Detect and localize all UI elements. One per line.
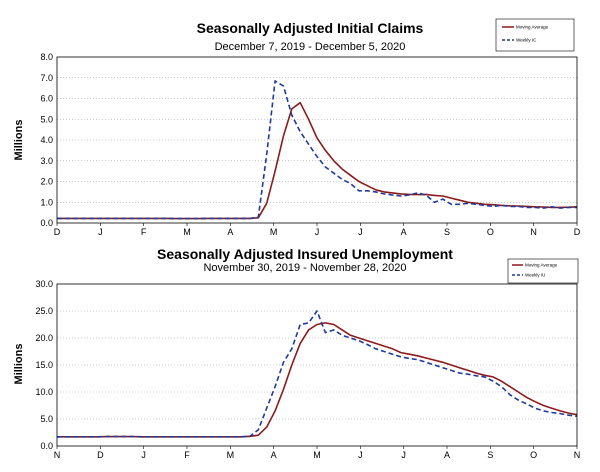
x-tick-label: D bbox=[97, 450, 104, 460]
y-tick-label: 10.0 bbox=[35, 387, 53, 397]
x-tick-label: N bbox=[574, 450, 581, 460]
y-tick-label: 6.0 bbox=[40, 94, 53, 104]
legend-label-moving-average: Moving Average bbox=[525, 263, 558, 268]
x-tick-label: M bbox=[313, 450, 321, 460]
y-tick-label: 8.0 bbox=[40, 52, 53, 62]
y-tick-label: 15.0 bbox=[35, 360, 53, 370]
series-line-moving-average bbox=[57, 101, 578, 220]
y-tick-label: 7.0 bbox=[40, 73, 53, 83]
x-tick-label: D bbox=[574, 227, 581, 237]
x-tick-label: J bbox=[358, 227, 363, 237]
x-tick-label: N bbox=[54, 450, 61, 460]
x-tick-label: J bbox=[401, 450, 406, 460]
plot-frame bbox=[56, 56, 578, 224]
legend: Moving Average Weekly IC bbox=[495, 18, 575, 52]
x-tick-label: J bbox=[358, 450, 363, 460]
x-tick-label: A bbox=[271, 450, 277, 460]
chart-subtitle: December 7, 2019 - December 5, 2020 bbox=[215, 41, 406, 53]
x-tick-label: S bbox=[487, 450, 493, 460]
x-tick-label: N bbox=[530, 227, 537, 237]
series-line-moving-average bbox=[57, 322, 578, 438]
chart-title: Seasonally Adjusted Initial Claims bbox=[197, 20, 424, 36]
x-tick-label: O bbox=[487, 227, 494, 237]
legend: Moving Average Weekly IU bbox=[507, 258, 579, 284]
x-tick-label: A bbox=[444, 450, 450, 460]
x-tick-label: J bbox=[141, 450, 146, 460]
x-tick-label: M bbox=[183, 227, 191, 237]
legend-box bbox=[495, 18, 575, 52]
y-tick-label: 5.0 bbox=[40, 414, 53, 424]
x-tick-label: S bbox=[444, 227, 450, 237]
y-tick-label: 25.0 bbox=[35, 306, 53, 316]
y-tick-label: 30.0 bbox=[35, 279, 53, 289]
x-tick-label: O bbox=[530, 450, 537, 460]
y-tick-label: 1.0 bbox=[40, 197, 53, 207]
x-tick-label: F bbox=[184, 450, 190, 460]
y-tick-label: 4.0 bbox=[40, 135, 53, 145]
x-tick-label: F bbox=[141, 227, 147, 237]
x-tick-label: J bbox=[98, 227, 103, 237]
y-tick-label: 3.0 bbox=[40, 156, 53, 166]
chart-title: Seasonally Adjusted Insured Unemployment bbox=[157, 246, 453, 262]
y-axis-label: Millions bbox=[13, 120, 25, 161]
x-tick-label: M bbox=[270, 227, 278, 237]
x-tick-label: J bbox=[315, 227, 320, 237]
legend-label-weekly: Weekly IC bbox=[516, 38, 537, 43]
chart-subtitle: November 30, 2019 - November 28, 2020 bbox=[203, 262, 406, 274]
legend-label-moving-average: Moving Average bbox=[516, 25, 549, 30]
x-tick-label: D bbox=[54, 227, 61, 237]
series-line-weekly bbox=[57, 80, 577, 220]
x-tick-label: A bbox=[401, 227, 407, 237]
y-tick-label: 0.0 bbox=[40, 441, 53, 451]
y-axis-label: Millions bbox=[13, 344, 25, 385]
y-tick-label: 5.0 bbox=[40, 114, 53, 124]
legend-box bbox=[507, 258, 579, 284]
y-tick-label: 20.0 bbox=[35, 333, 53, 343]
x-tick-label: M bbox=[227, 450, 235, 460]
x-tick-label: A bbox=[227, 227, 233, 237]
series-line-weekly bbox=[57, 310, 578, 438]
y-tick-label: 0.0 bbox=[40, 218, 53, 228]
y-tick-label: 2.0 bbox=[40, 177, 53, 187]
chart-insured-unemployment: Seasonally Adjusted Insured Unemployment… bbox=[13, 246, 580, 460]
chart-initial-claims: Seasonally Adjusted Initial Claims Decem… bbox=[13, 18, 581, 237]
plot-frame bbox=[56, 283, 578, 447]
legend-label-weekly: Weekly IU bbox=[525, 273, 545, 278]
